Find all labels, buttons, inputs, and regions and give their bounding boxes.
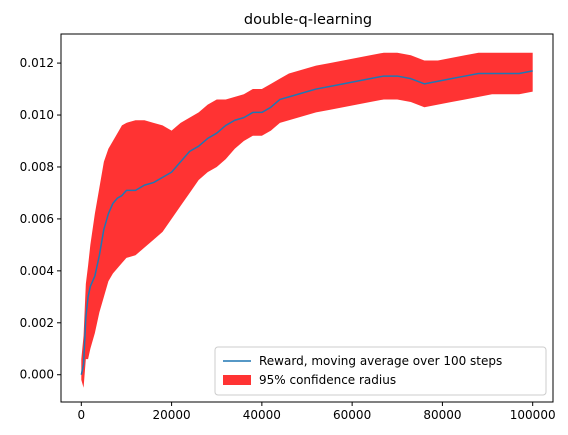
axes-frame [60, 33, 554, 403]
x-tick-label: 100000 [510, 408, 556, 422]
x-tick-label: 20000 [152, 408, 190, 422]
x-tick-label: 60000 [333, 408, 371, 422]
legend-box [214, 346, 547, 396]
confidence-band-layer [81, 52, 533, 388]
chart-title: double-q-learning [244, 12, 372, 28]
legend-band-swatch [223, 375, 251, 385]
x-tick-label: 0 [77, 408, 85, 422]
y-tick-label: 0.010 [20, 108, 54, 122]
y-axis: 0.000 0.002 0.004 0.006 0.008 0.010 0.012 [20, 56, 61, 382]
y-tick-label: 0.012 [20, 56, 54, 70]
reward-line-layer [80, 70, 533, 375]
x-tick-label: 40000 [243, 408, 281, 422]
legend: Reward, moving average over 100 steps 95… [214, 346, 547, 396]
x-tick-label: 80000 [423, 408, 461, 422]
y-tick-label: 0.002 [20, 316, 54, 330]
legend-band-label: 95% confidence radius [259, 373, 396, 387]
y-tick-label: 0.006 [20, 212, 54, 226]
confidence-band [81, 52, 533, 388]
reward-line [80, 70, 533, 375]
y-tick-label: 0.004 [20, 264, 54, 278]
y-tick-label: 0.008 [20, 160, 54, 174]
legend-line-label: Reward, moving average over 100 steps [259, 354, 502, 368]
y-tick-label: 0.000 [20, 368, 54, 382]
x-axis: 0 20000 40000 60000 80000 100000 [77, 402, 556, 422]
